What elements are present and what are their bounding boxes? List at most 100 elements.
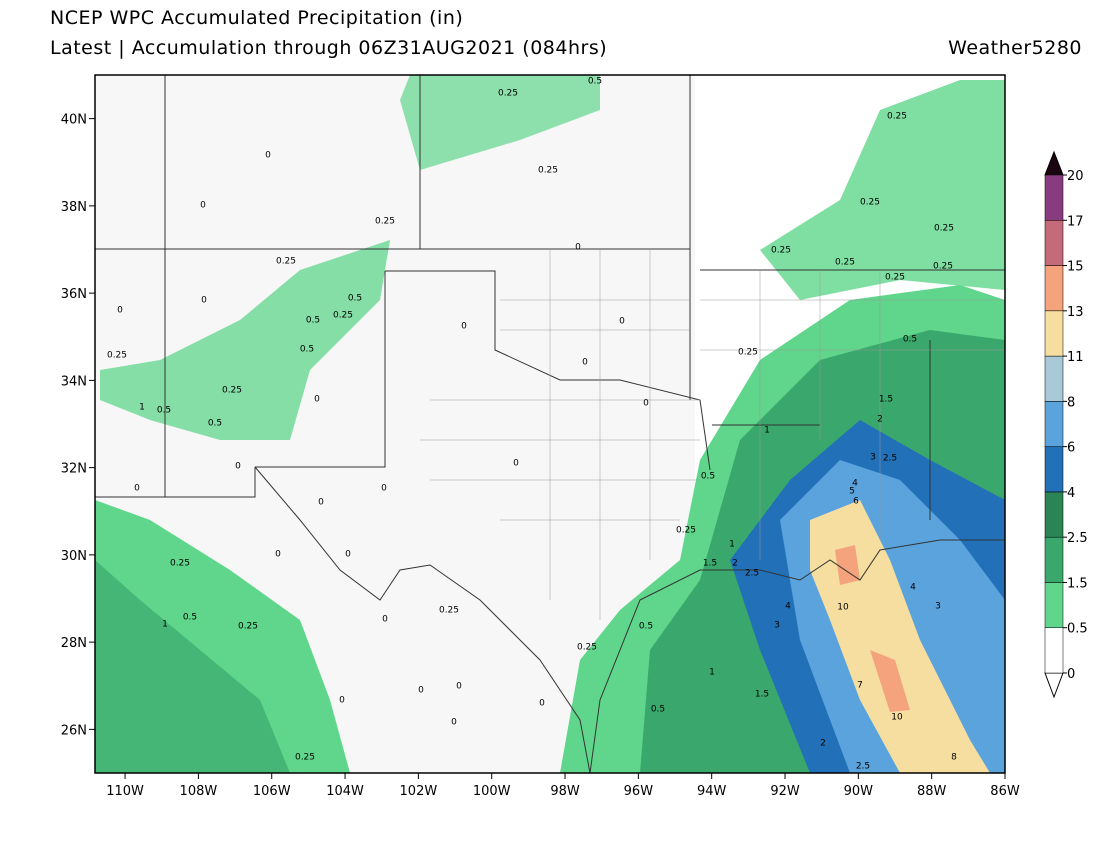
precip-north: [400, 75, 600, 170]
colorbar-segment: [1044, 310, 1064, 357]
contour-label: 0: [134, 484, 140, 494]
contour-label: 0.25: [170, 559, 190, 569]
y-tick-label: 36N: [61, 287, 87, 302]
contour-label: 2.5: [745, 569, 759, 579]
contour-label: 0: [265, 151, 271, 161]
contour-label: 3: [935, 602, 941, 612]
contour-label: 8: [951, 753, 957, 763]
precip-sw-dark: [95, 560, 290, 773]
contour-label: 0: [235, 462, 241, 472]
title: NCEP WPC Accumulated Precipitation (in): [50, 7, 463, 29]
x-tick-label: 96W: [624, 784, 654, 799]
x-tick-label: 110W: [106, 784, 144, 799]
contour-label: 2: [732, 559, 738, 569]
x-tick-label: 90W: [844, 784, 874, 799]
contour-label: 0: [345, 550, 351, 560]
contour-label: 0.25: [238, 622, 258, 632]
colorbar-segment: [1044, 446, 1064, 493]
contour-label: 0: [339, 696, 345, 706]
contour-label: 0.5: [588, 77, 602, 87]
colorbar-label: 6: [1067, 441, 1075, 456]
colorbar-label: 8: [1067, 395, 1075, 410]
contour-label: 0: [619, 317, 625, 327]
contour-label: 0.25: [934, 224, 954, 234]
y-tick-label: 40N: [61, 113, 87, 128]
contour-label: 0: [456, 682, 462, 692]
contour-label: 0.25: [860, 198, 880, 208]
contour-label: 0.5: [208, 419, 222, 429]
colorbar-segment: [1044, 265, 1064, 312]
contour-label: 0.25: [933, 262, 953, 272]
x-tick-label: 98W: [550, 784, 580, 799]
colorbar-top-arrow: [1044, 150, 1064, 176]
contour-label: 0.5: [306, 316, 320, 326]
contour-label: 0: [582, 358, 588, 368]
contour-label: 10: [891, 713, 903, 723]
contour-label: 0.25: [107, 351, 127, 361]
precip-ne: [760, 80, 1005, 300]
y-tick-label: 32N: [61, 462, 87, 477]
contour-label: 0.25: [222, 386, 242, 396]
contour-label: 3: [774, 621, 780, 631]
contour-label: 0.25: [885, 273, 905, 283]
contour-label: 0.5: [651, 705, 665, 715]
x-tick-label: 108W: [180, 784, 218, 799]
colorbar-label: 2.5: [1067, 531, 1088, 546]
x-tick-label: 86W: [990, 784, 1020, 799]
contour-label: 0.25: [538, 166, 558, 176]
contour-label: 0.25: [333, 311, 353, 321]
colorbar-segment: [1044, 627, 1064, 674]
contour-label: 0.5: [157, 406, 171, 416]
county-lines: [420, 250, 1005, 620]
colorbar-segment: [1044, 536, 1064, 583]
contour-label: 0.5: [183, 613, 197, 623]
y-tick-label: 30N: [61, 549, 87, 564]
colorbar-label: 17: [1067, 214, 1084, 229]
contour-label: 0: [117, 306, 123, 316]
coastline: [254, 466, 1005, 773]
x-tick-label: 94W: [697, 784, 727, 799]
y-tick-label: 28N: [61, 636, 87, 651]
contour-label: 1: [709, 668, 715, 678]
colorbar-bottom-arrow: [1044, 672, 1064, 699]
colorbar-label: 11: [1067, 350, 1084, 365]
contour-label: 0: [643, 399, 649, 409]
contour-label: 2.5: [856, 762, 870, 772]
contour-label: 0: [575, 243, 581, 253]
colorbar-label: 4: [1067, 486, 1075, 501]
colorbar-label: 0: [1067, 667, 1075, 682]
contour-label: 3: [870, 453, 876, 463]
contour-label: 4: [852, 479, 858, 489]
contour-label: 1.5: [879, 395, 893, 405]
contour-label: 1: [729, 540, 735, 550]
contour-label: 0: [201, 296, 207, 306]
contour-label: 0.25: [577, 643, 597, 653]
x-tick-label: 100W: [473, 784, 511, 799]
contour-label: 0.25: [276, 257, 296, 267]
x-tick-label: 104W: [326, 784, 364, 799]
contour-label: 0: [381, 484, 387, 494]
contour-label: 0.25: [887, 112, 907, 122]
colorbar-segment: [1044, 355, 1064, 402]
contour-label: 0.5: [300, 345, 314, 355]
colorbar-segment: [1044, 582, 1064, 628]
y-tick-label: 34N: [61, 374, 87, 389]
state-borders: [95, 75, 1005, 520]
contour-label: 0.25: [295, 753, 315, 763]
contour-label: 0: [461, 322, 467, 332]
contour-label: 0: [418, 686, 424, 696]
map-field: [95, 75, 1005, 773]
contour-label: 1: [139, 403, 145, 413]
contour-label: 2: [820, 739, 826, 749]
contour-label: 0: [513, 459, 519, 469]
contour-label: 0: [314, 395, 320, 405]
colorbar-segment: [1044, 174, 1064, 221]
contour-label: 2.5: [883, 454, 897, 464]
contour-label: 0.25: [439, 606, 459, 616]
contour-label: 2: [877, 415, 883, 425]
precip-orange: [835, 545, 910, 712]
x-tick-label: 106W: [253, 784, 291, 799]
colorbar-label: 13: [1067, 305, 1084, 320]
x-tick-label: 88W: [917, 784, 947, 799]
